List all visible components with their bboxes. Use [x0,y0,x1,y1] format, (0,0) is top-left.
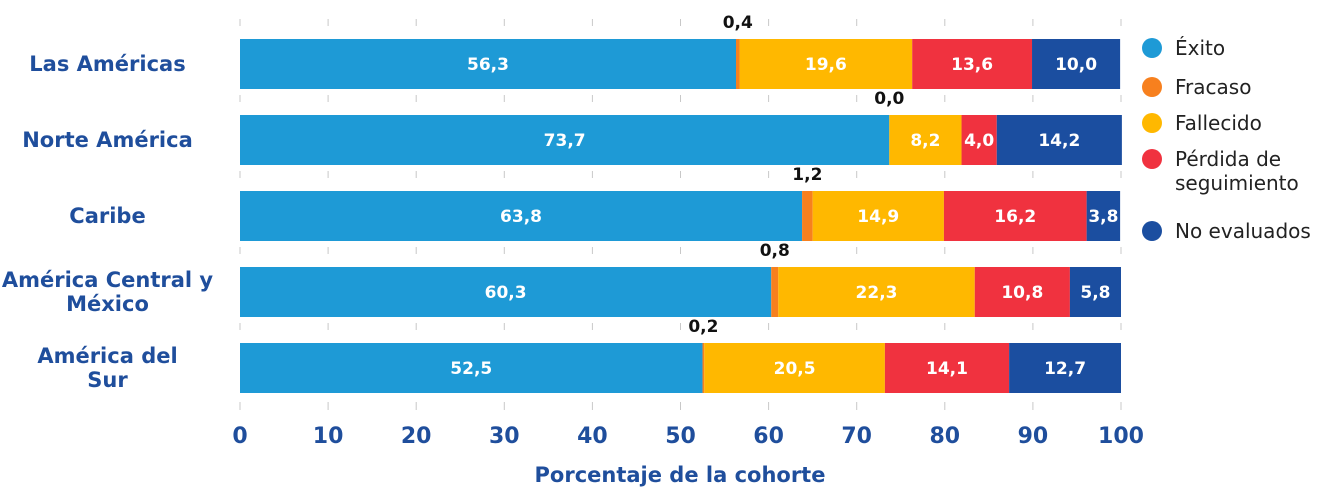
bar-segment [240,115,890,165]
data-label: 63,8 [500,207,542,227]
x-tick-label: 80 [929,424,960,449]
x-tick-label: 40 [577,424,608,449]
data-label: 16,2 [994,207,1036,227]
bar-segment [889,115,962,165]
data-label: 12,7 [1044,359,1086,379]
data-label: 0,2 [688,317,718,337]
data-label: 14,1 [926,359,968,379]
bar-segment [739,39,913,89]
legend-swatch [1142,113,1162,133]
y-tick-label: América del Sur [37,344,178,392]
legend-swatch [1142,149,1162,169]
x-tick-label: 100 [1098,424,1144,449]
bar-segment [812,191,944,241]
bar-segment [961,115,997,165]
bar-segment [240,343,703,393]
legend-swatch [1142,38,1162,58]
bar-segment [240,191,803,241]
data-label: 19,6 [805,55,847,75]
x-tick-label: 10 [313,424,344,449]
data-label: 60,3 [485,283,527,303]
data-label: 8,2 [910,131,940,151]
data-label: 20,5 [774,359,816,379]
legend-label: Éxito [1175,36,1226,60]
y-tick-label: Las Américas [29,52,186,76]
bar-segment [1032,39,1121,89]
x-axis-title: Porcentaje de la cohorte [535,463,826,487]
x-tick-label: 0 [232,424,247,449]
data-label: 0,0 [874,89,904,109]
legend-swatch [1142,221,1162,241]
x-tick-label: 20 [401,424,432,449]
x-tick-label: 70 [841,424,872,449]
data-label: 10,0 [1055,55,1097,75]
bar-segment [1069,267,1121,317]
legend-label: Pérdida de seguimiento [1175,147,1299,195]
data-label: 3,8 [1088,207,1118,227]
data-label: 0,8 [760,241,790,261]
bar-segment [1086,191,1121,241]
data-label: 0,4 [723,13,753,33]
data-label: 52,5 [450,359,492,379]
data-label: 13,6 [951,55,993,75]
legend-label: Fallecido [1175,111,1262,135]
bar-segment [704,343,885,393]
data-label: 10,8 [1001,283,1043,303]
bar-segment [736,39,740,89]
legend-label: Fracaso [1175,75,1252,99]
y-tick-label: América Central y México [1,268,214,316]
data-label: 14,9 [857,207,899,227]
bar-segment [240,267,772,317]
bar-segment [771,267,779,317]
bar-segment [974,267,1070,317]
x-tick-label: 50 [665,424,696,449]
x-tick-label: 90 [1018,424,1049,449]
data-label: 56,3 [467,55,509,75]
data-label: 22,3 [856,283,898,303]
data-label: 14,2 [1038,131,1080,151]
data-label: 1,2 [792,165,822,185]
x-tick-label: 60 [753,424,784,449]
legend-swatch [1142,77,1162,97]
bar-segment [702,343,705,393]
data-label: 73,7 [544,131,586,151]
data-label: 5,8 [1080,283,1110,303]
bar-segment [802,191,813,241]
bar-segment [240,39,737,89]
x-tick-label: 30 [489,424,520,449]
data-label: 4,0 [964,131,994,151]
bar-segment [1009,343,1121,393]
legend-label: No evaluados [1175,219,1311,243]
bar-segment [884,343,1010,393]
bar-segment [778,267,975,317]
y-tick-label: Norte América [22,128,193,152]
bar-segment [996,115,1122,165]
y-tick-label: Caribe [69,204,146,228]
bar-segment [943,191,1087,241]
bar-segment [912,39,1033,89]
